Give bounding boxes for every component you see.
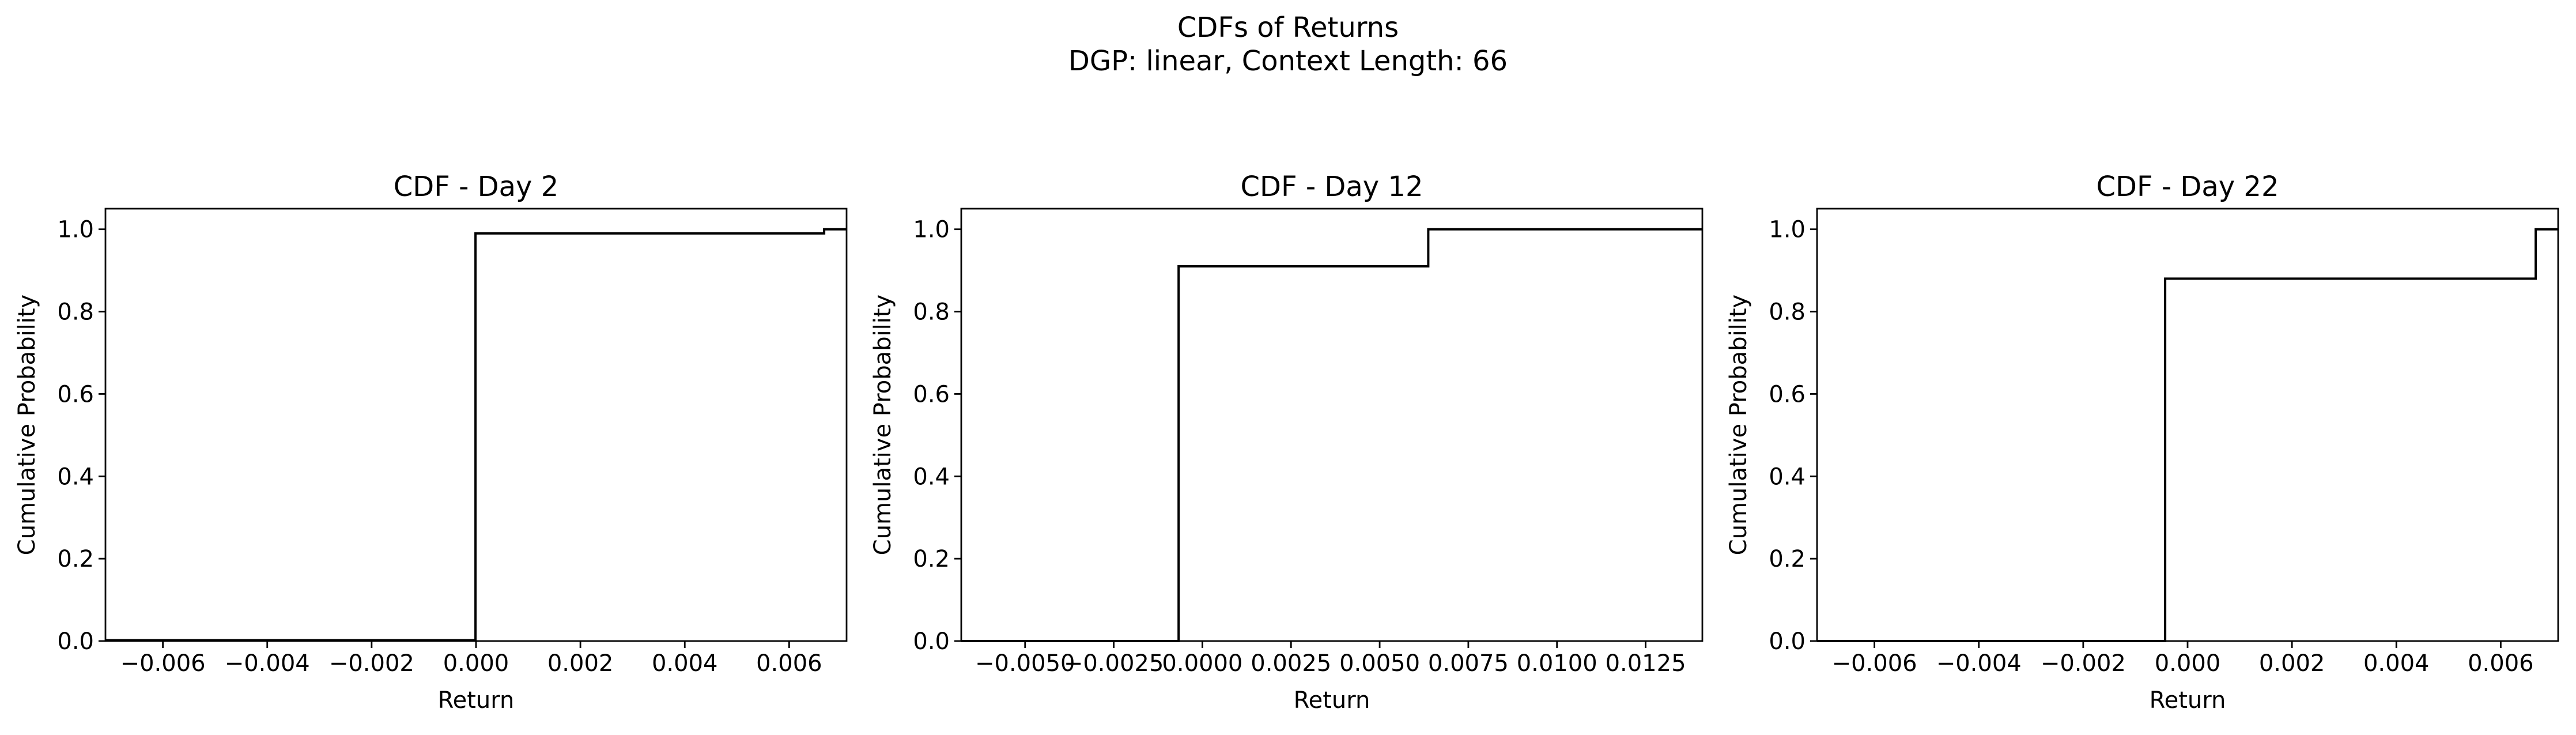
x-tick-label: 0.006 [2468,650,2534,677]
y-axis-label: Cumulative Probability [870,295,896,555]
x-tick-label: 0.002 [2259,650,2325,677]
y-tick-label: 0.2 [57,546,94,572]
y-tick-label: 0.8 [1769,299,1806,326]
x-tick-label: −0.002 [2041,650,2126,677]
subplot-3: CDF - Day 22 −0.006 −0.004 −0.002 0.000 0.002… [1725,171,2559,714]
cdf-line [105,228,847,642]
y-tick-label: 0.8 [57,299,94,326]
y-tick-label: 1.0 [57,217,94,243]
subplots: CDF - Day 2 −0.006 −0.004 −0.002 0.000 0.002 0… [14,171,2559,714]
y-tick-label: 0.2 [1769,546,1806,572]
x-tick-label: 0.0050 [1339,650,1420,677]
x-axis-label: Return [2150,687,2226,714]
y-tick-label: 0.4 [913,463,950,490]
x-tick-label: 0.0000 [1162,650,1242,677]
axes-frame [1816,208,2559,642]
figure-subtitle: DGP: linear, Context Length: 66 [1068,45,1508,77]
x-tick-label: −0.006 [1832,650,1917,677]
x-tick-label: 0.002 [547,650,614,677]
x-tick-label: 0.006 [756,650,822,677]
x-tick-label: 0.0075 [1428,650,1509,677]
x-tick-label: 0.004 [2363,650,2430,677]
x-tick-label: −0.0025 [1064,650,1164,677]
x-tick-label: −0.002 [329,650,414,677]
x-axis-label: Return [438,687,515,714]
y-tick-label: 1.0 [1769,217,1806,243]
subplot-1: CDF - Day 2 −0.006 −0.004 −0.002 0.000 0.002 0… [14,171,848,714]
x-tick-label: −0.0050 [975,650,1075,677]
figure-title: CDFs of Returns [1177,12,1399,44]
x-tick-label: −0.006 [120,650,206,677]
y-axis-label: Cumulative Probability [1725,295,1752,555]
subplot-title: CDF - Day 2 [394,171,559,203]
subplot-title: CDF - Day 12 [1240,171,1423,203]
x-tick-label: 0.0025 [1251,650,1331,677]
x-axis-label: Return [1294,687,1370,714]
y-tick-label: 0.0 [1769,628,1806,655]
x-tick-label: −0.004 [225,650,310,677]
x-tick-label: −0.004 [1936,650,2022,677]
x-tick-label: 0.000 [2155,650,2221,677]
axes-frame [960,208,1704,642]
x-tick-label: 0.0100 [1517,650,1597,677]
y-tick-label: 0.2 [913,546,950,572]
y-tick-label: 0.6 [57,381,94,408]
y-axis-label: Cumulative Probability [14,295,40,555]
y-tick-label: 0.4 [57,463,94,490]
y-tick-label: 0.0 [913,628,950,655]
y-tick-label: 0.6 [1769,381,1806,408]
axes-frame [104,208,848,642]
subplot-title: CDF - Day 22 [2096,171,2279,203]
y-tick-label: 0.8 [913,299,950,326]
y-tick-label: 0.0 [57,628,94,655]
x-tick-label: 0.004 [652,650,718,677]
y-tick-label: 1.0 [913,217,950,243]
y-tick-label: 0.4 [1769,463,1806,490]
x-tick-label: 0.0125 [1606,650,1686,677]
x-tick-label: 0.000 [443,650,509,677]
y-tick-label: 0.6 [913,381,950,408]
